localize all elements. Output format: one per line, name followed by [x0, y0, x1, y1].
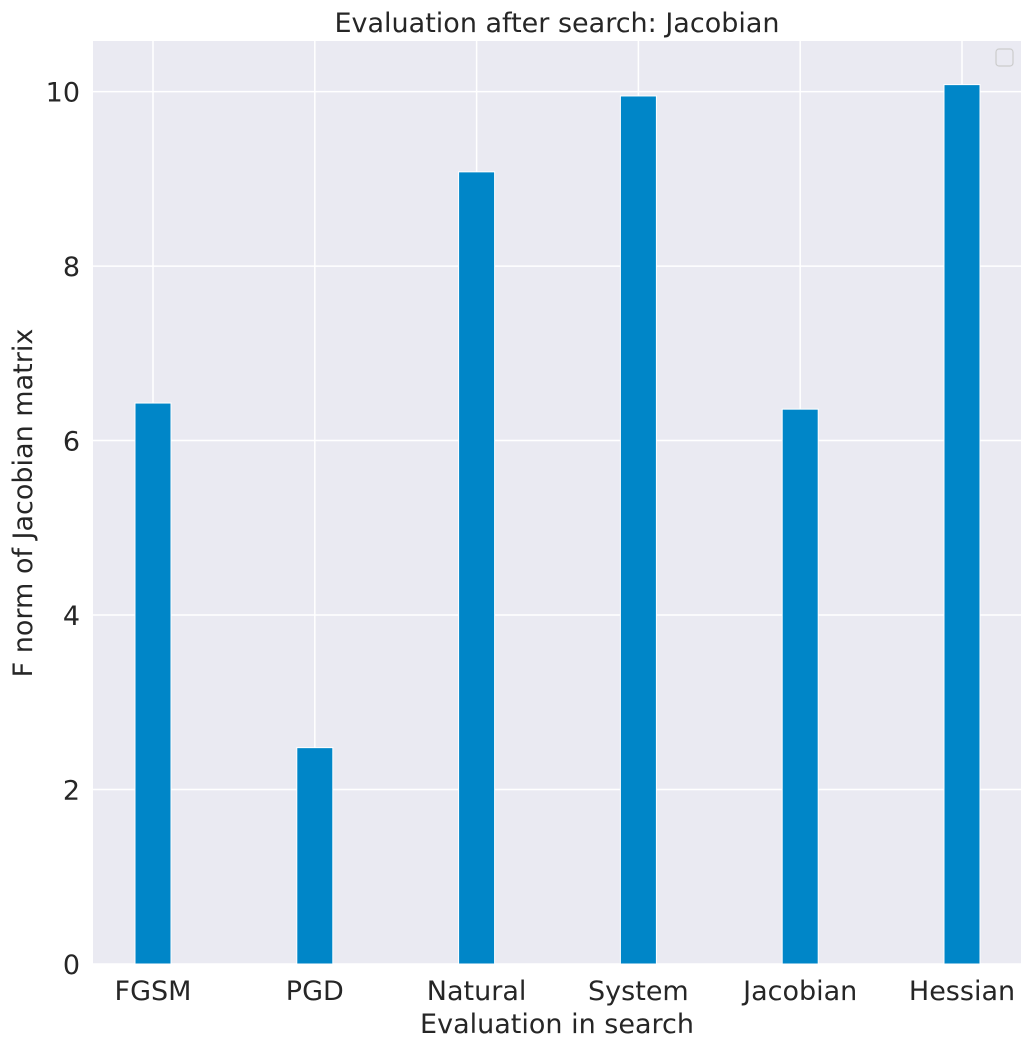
bar-fgsm — [134, 402, 172, 965]
y-tick-label: 8 — [63, 252, 80, 283]
y-gridlines — [93, 90, 1021, 965]
plot-background — [93, 41, 1021, 964]
y-tick-label: 0 — [63, 950, 80, 981]
y-tick-label: 2 — [63, 776, 80, 807]
bar-system — [619, 95, 657, 965]
x-tick-label: Natural — [427, 976, 527, 1007]
y-axis-label: F norm of Jacobian matrix — [8, 329, 39, 678]
y-tick-label: 4 — [63, 601, 80, 632]
chart-title: Evaluation after search: Jacobian — [334, 8, 779, 39]
bar-hessian — [943, 84, 981, 965]
bar-pgd — [296, 747, 334, 965]
x-tick-labels: FGSM PGD Natural System Jacobian Hessian — [115, 976, 1016, 1007]
x-tick-label: FGSM — [115, 976, 192, 1007]
legend-box — [995, 48, 1014, 67]
x-tick-label: Jacobian — [741, 976, 857, 1007]
bars — [134, 84, 981, 965]
bar-natural — [458, 171, 496, 965]
x-axis-label: Evaluation in search — [420, 1009, 694, 1040]
x-tick-label: PGD — [286, 976, 344, 1007]
y-tick-label: 6 — [63, 427, 80, 458]
bar-jacobian — [781, 408, 819, 965]
x-tick-label: System — [588, 976, 689, 1007]
y-tick-labels: 0 2 4 6 8 10 — [46, 78, 80, 981]
x-tick-label: Hessian — [909, 976, 1015, 1007]
y-tick-label: 10 — [46, 78, 80, 109]
